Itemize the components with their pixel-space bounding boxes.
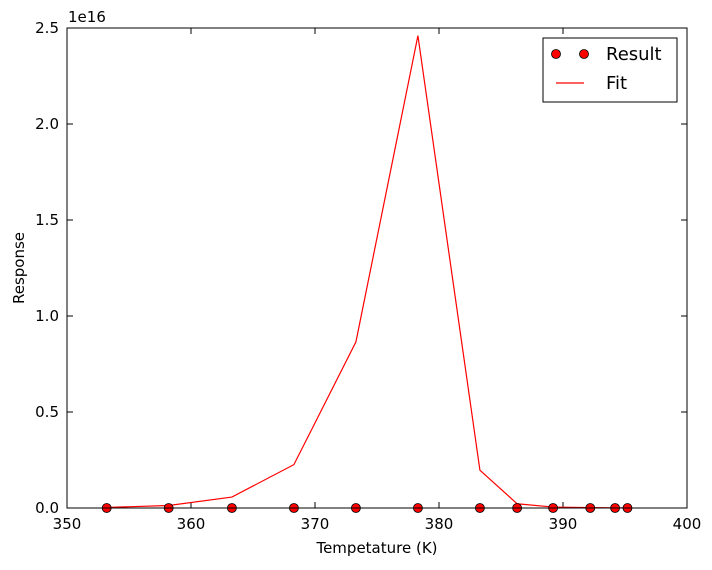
x-tick-label: 400 <box>673 515 702 533</box>
y-tick-label: 0.0 <box>35 499 59 517</box>
x-tick-label: 360 <box>177 515 206 533</box>
x-tick-label: 350 <box>53 515 82 533</box>
y-offset-label: 1e16 <box>68 8 106 26</box>
legend-fit-label: Fit <box>606 73 627 94</box>
x-tick-label: 370 <box>301 515 330 533</box>
legend-result-marker-right <box>579 49 589 59</box>
y-tick-label: 0.5 <box>35 403 59 421</box>
y-tick-label: 1.5 <box>35 211 59 229</box>
x-axis-label: Tempetature (K) <box>315 539 437 557</box>
fit-line <box>106 35 628 509</box>
data-layer <box>101 35 633 513</box>
y-tick-label: 2.5 <box>35 19 59 37</box>
legend-box <box>542 37 678 103</box>
y-tick-label: 2.0 <box>35 115 59 133</box>
y-axis-label: Response <box>10 232 28 304</box>
legend-result-marker-left <box>551 49 561 59</box>
x-tick-label: 390 <box>549 515 578 533</box>
legend-result-label: Result <box>606 44 662 65</box>
legend: Result Fit <box>542 37 678 103</box>
x-tick-label: 380 <box>425 515 454 533</box>
y-tick-label: 1.0 <box>35 307 59 325</box>
plot-frame <box>66 27 688 509</box>
